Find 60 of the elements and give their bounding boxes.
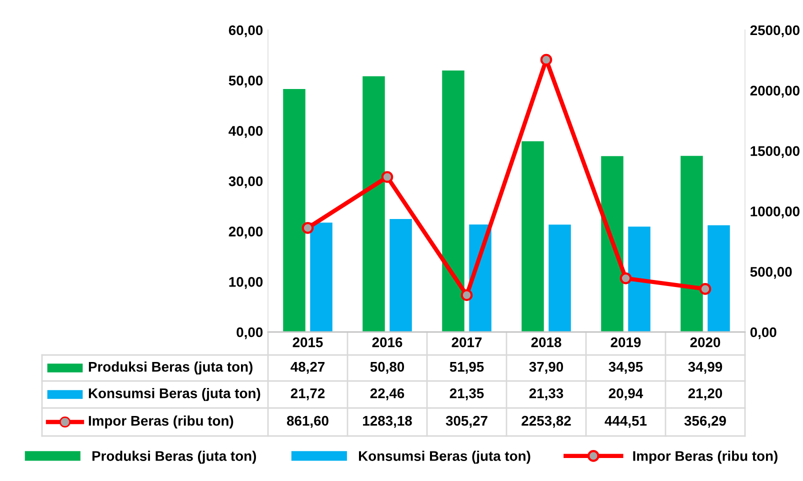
point [381, 171, 394, 183]
x-tick-label: 2019 [610, 337, 641, 348]
bar [442, 70, 464, 332]
y-tick-label: 50,00 [228, 76, 263, 88]
bar [601, 156, 624, 332]
bar [548, 224, 571, 332]
data-label: 1283,18 [363, 416, 412, 428]
y2-tick-label: 2000,00 [750, 86, 800, 98]
y2-tick-label: 0,00 [750, 327, 776, 340]
data-label: 37,90 [529, 362, 564, 374]
y2-tick-label: 1500,00 [750, 146, 800, 158]
x-tick-label: 2018 [531, 337, 562, 348]
y2-tick-label: 500,00 [750, 266, 792, 279]
x-tick-label: 2016 [372, 337, 402, 348]
point [302, 222, 314, 234]
point [620, 272, 632, 284]
text: Impor Beras (ribu ton) [633, 450, 778, 464]
point [460, 289, 473, 302]
data-label: 861,60 [286, 416, 328, 428]
point [699, 283, 712, 295]
bar [680, 156, 703, 332]
bar [522, 141, 544, 332]
x-tick-label: 2017 [452, 337, 482, 348]
text: Produksi Beras (juta ton) [92, 450, 256, 464]
y2-tick-label: 2500,00 [750, 25, 800, 38]
x-tick-label: 2020 [690, 337, 720, 348]
bar [283, 89, 306, 332]
point [540, 54, 552, 66]
data-label: 50,80 [370, 362, 404, 374]
y-tick-label: 60,00 [228, 25, 263, 38]
y-tick-label: 10,00 [229, 277, 263, 289]
data-label: 51,95 [450, 362, 484, 374]
bar [628, 226, 650, 332]
legend-label: Produksi Beras (juta ton) [88, 362, 252, 374]
bar [708, 225, 730, 332]
data-label: 34,99 [688, 362, 722, 374]
data-label: 20,94 [608, 388, 644, 400]
data-label: 2253,82 [522, 416, 571, 428]
y-tick-label: 20,00 [228, 226, 263, 239]
text: Konsumsi Beras (juta ton) [358, 450, 530, 464]
bar [310, 222, 332, 332]
y-tick-label: 40,00 [228, 126, 263, 138]
bar [362, 76, 385, 332]
data-label: 48,27 [290, 362, 325, 374]
data-label: 34,95 [608, 362, 643, 374]
x-tick-label: 2015 [292, 337, 323, 348]
data-label: 21,33 [529, 388, 564, 400]
y-tick-label: 0,00 [236, 327, 263, 340]
data-label: 356,29 [684, 416, 726, 428]
bar [390, 218, 412, 332]
data-label: 21,72 [290, 388, 325, 400]
data-label: 21,20 [688, 388, 722, 400]
data-label: 444,51 [604, 416, 647, 428]
data-label: 22,46 [370, 388, 404, 400]
data-label: 305,27 [446, 416, 488, 428]
legend-label: Konsumsi Beras (juta ton) [88, 388, 260, 401]
y2-tick-label: 1000,00 [750, 206, 800, 218]
data-label: 21,35 [450, 388, 484, 400]
y-tick-label: 30,00 [228, 176, 263, 188]
legend-label: Impor Beras (ribu ton) [88, 416, 234, 428]
